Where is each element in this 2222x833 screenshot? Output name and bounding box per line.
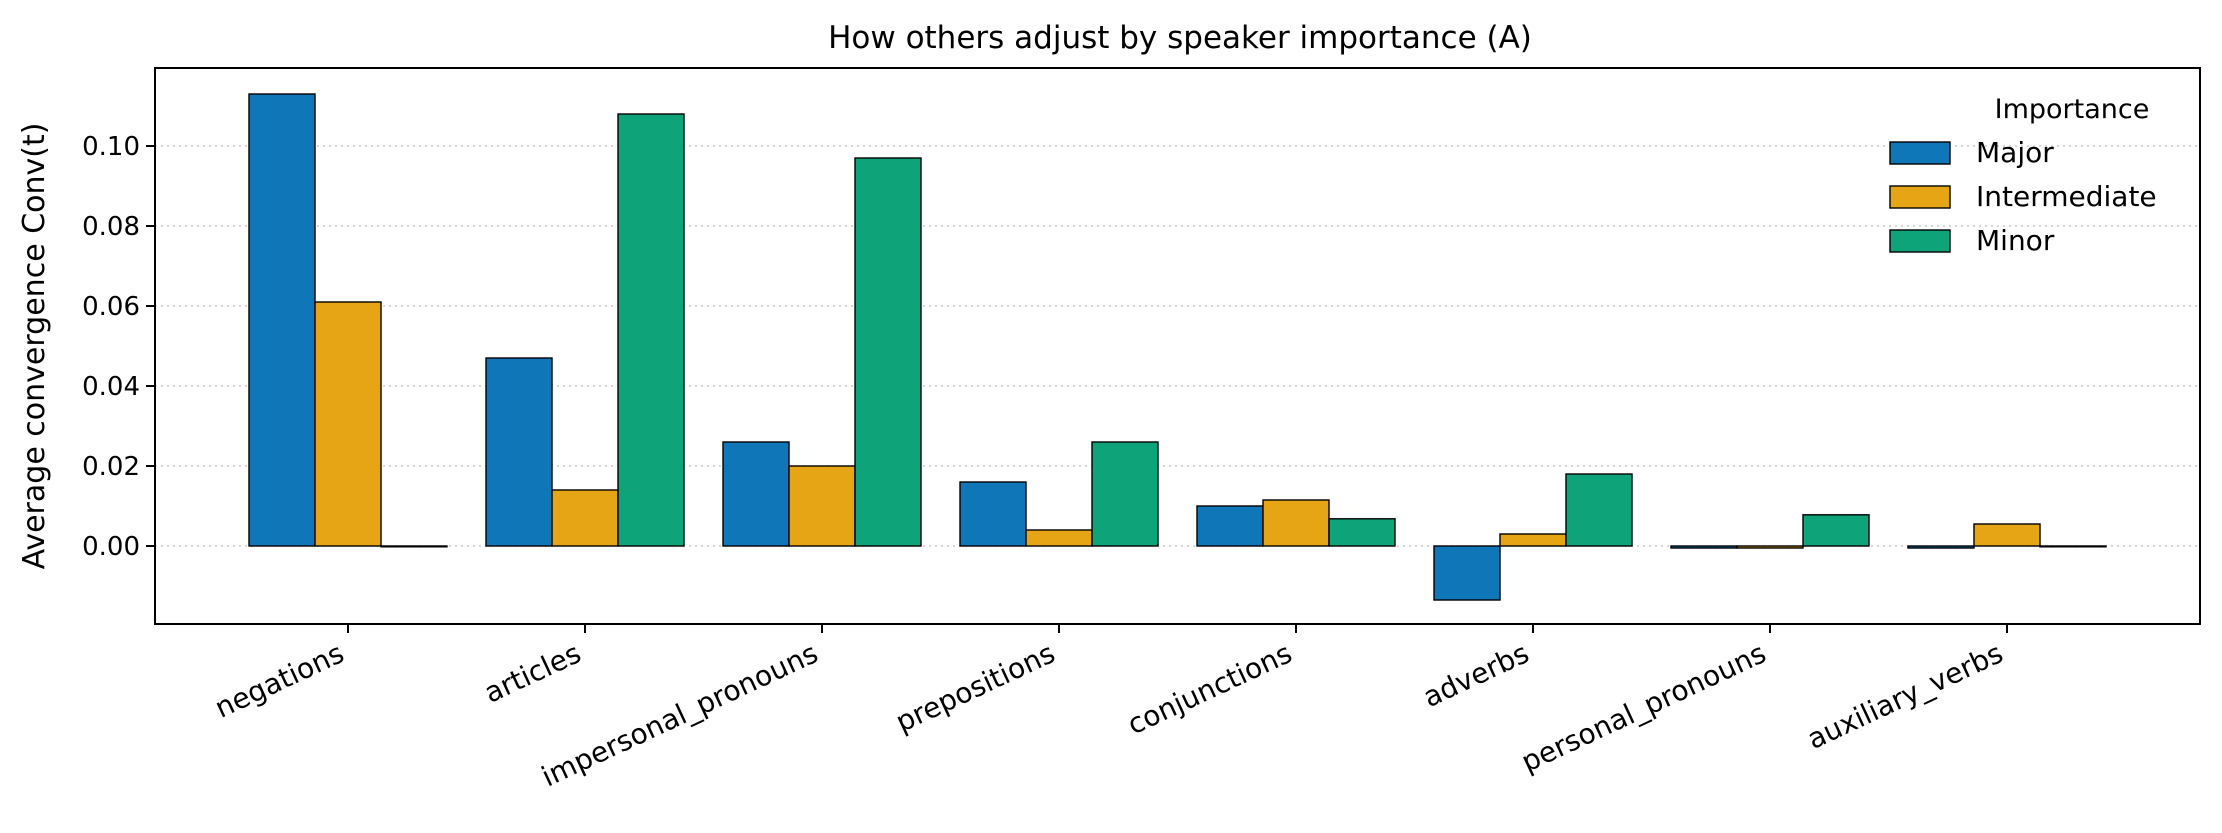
x-tick-label: prepositions — [891, 636, 1060, 738]
bar-intermediate-adverbs — [1499, 533, 1567, 547]
x-tick-label: conjunctions — [1122, 636, 1297, 741]
bar-major-negations — [248, 93, 316, 547]
bar-minor-adverbs — [1565, 473, 1633, 547]
legend-swatch — [1889, 185, 1951, 209]
bar-major-prepositions — [959, 481, 1027, 547]
bars — [248, 93, 2107, 601]
bar-intermediate-prepositions — [1025, 529, 1093, 547]
bar-major-auxiliary_verbs — [1907, 545, 1975, 549]
bar-major-articles — [485, 357, 553, 547]
bar-major-personal_pronouns — [1670, 545, 1738, 549]
bar-major-conjunctions — [1196, 505, 1264, 547]
bar-intermediate-articles — [551, 489, 619, 547]
chart-title: How others adjust by speaker importance … — [828, 20, 1532, 56]
bar-major-impersonal_pronouns — [722, 441, 790, 547]
y-tick-label: 0.00 — [82, 532, 140, 562]
y-tick-label: 0.04 — [82, 372, 140, 402]
y-axis: 0.00 0.02 0.04 0.06 0.08 0.10 — [82, 132, 155, 562]
legend-swatch — [1889, 141, 1951, 165]
y-tick-label: 0.08 — [82, 212, 140, 242]
legend-label: Major — [1976, 136, 2054, 169]
y-tick-label: 0.06 — [82, 292, 140, 322]
bar-major-adverbs — [1433, 545, 1501, 601]
bar-minor-negations — [380, 545, 448, 548]
bar-minor-auxiliary_verbs — [2039, 545, 2107, 548]
x-tick-label: adverbs — [1418, 636, 1534, 713]
legend-label: Intermediate — [1976, 180, 2157, 213]
x-tick-label: negations — [210, 636, 349, 724]
legend-title: Importance — [1995, 94, 2150, 125]
x-tick-label: articles — [479, 636, 586, 709]
bar-minor-personal_pronouns — [1802, 514, 1870, 547]
y-tick-label: 0.02 — [82, 452, 140, 482]
bar-intermediate-auxiliary_verbs — [1973, 523, 2041, 547]
bar-intermediate-impersonal_pronouns — [788, 465, 856, 547]
bar-minor-impersonal_pronouns — [854, 157, 922, 547]
x-tick-label: auxiliary_verbs — [1802, 636, 2008, 755]
bar-minor-prepositions — [1091, 441, 1159, 547]
bar-minor-articles — [617, 113, 685, 547]
x-tick-label: personal_pronouns — [1516, 636, 1771, 778]
legend-swatch — [1889, 229, 1951, 253]
y-tick-label: 0.10 — [82, 132, 140, 162]
bar-intermediate-conjunctions — [1262, 499, 1330, 547]
bar-intermediate-negations — [314, 301, 382, 547]
plot-frame — [154, 67, 2201, 625]
legend-label: Minor — [1976, 224, 2055, 257]
bar-minor-conjunctions — [1328, 518, 1396, 547]
y-axis-label: Average convergence Conv(t) — [17, 123, 52, 570]
legend: Importance Major Intermediate Minor — [1889, 94, 2157, 257]
bar-intermediate-personal_pronouns — [1736, 545, 1804, 549]
